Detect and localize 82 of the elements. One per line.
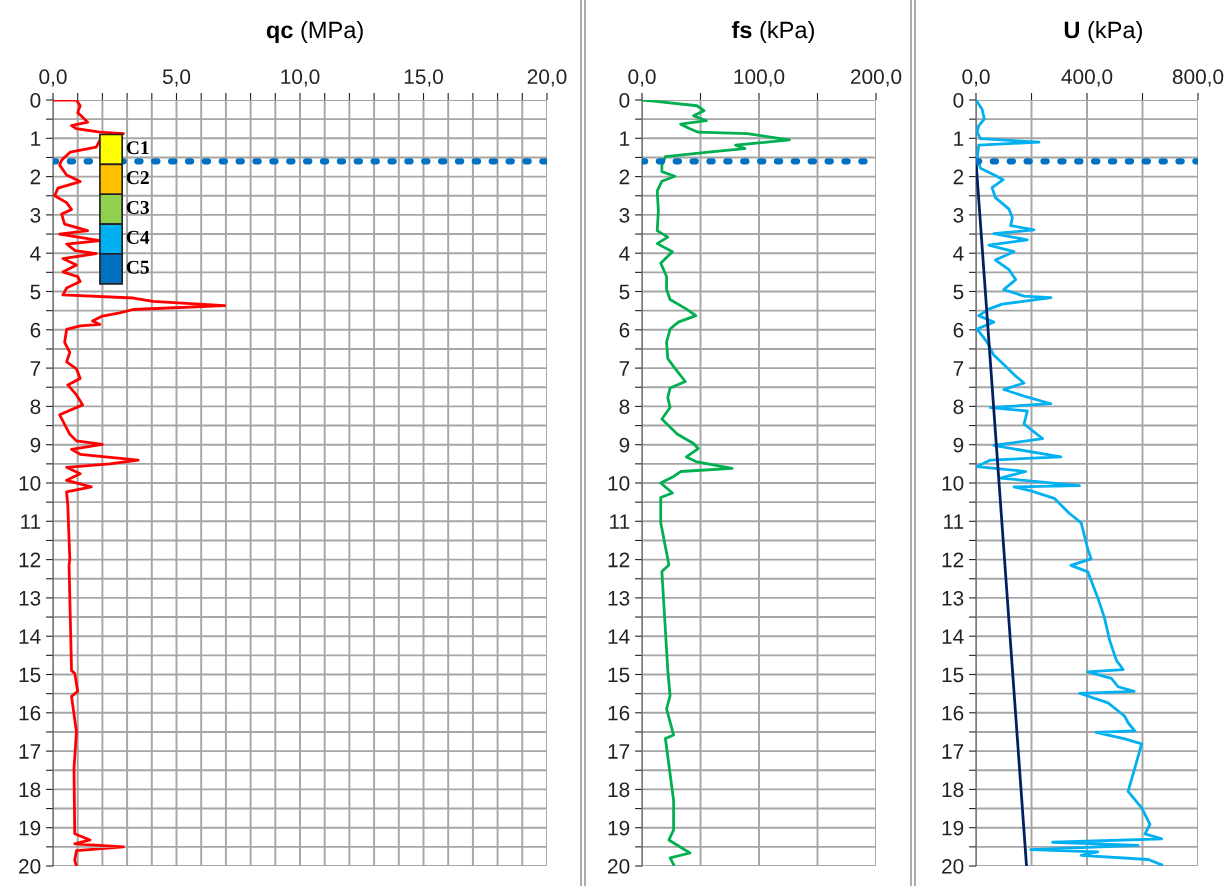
y-tick-label: 9 [953,437,964,453]
y-tick-label: 11 [610,514,630,529]
y-tick-label: 18 [942,782,964,798]
x-tick-label: 200,0 [850,69,902,87]
y-tick-label: 3 [619,207,630,223]
annotation: C4 [126,230,150,244]
y-tick-label: 17 [942,744,964,759]
y-tick-label: 19 [942,820,964,836]
chart-title: qc (MPa) [266,21,363,43]
x-tick-label: 0,0 [628,69,656,87]
y-tick-label: 8 [619,399,630,415]
x-tick-label: 0,0 [39,69,67,87]
y-tick-label: 1 [954,131,964,146]
x-tick-label: 100,0 [734,69,785,87]
y-tick-label: 12 [942,552,964,568]
y-tick-label: 19 [608,820,630,836]
annotation: C1 [126,141,149,155]
y-tick-label: 5 [953,284,964,300]
y-tick-label: 17 [19,744,41,759]
y-tick-label: 14 [19,629,41,644]
y-tick-label: 4 [30,246,41,261]
y-tick-label: 15 [19,667,41,683]
y-tick-label: 5 [30,284,41,300]
y-tick-label: 7 [619,361,630,376]
y-tick-label: 6 [30,322,41,338]
y-tick-label: 15 [942,667,964,683]
y-tick-label: 12 [608,552,630,568]
y-tick-label: 9 [619,437,630,453]
y-tick-label: 20 [19,859,41,874]
y-tick-label: 11 [944,514,964,529]
x-tick-label: 800,0 [1172,69,1224,87]
y-tick-label: 1 [31,131,41,146]
y-tick-label: 3 [30,207,41,223]
y-tick-label: 20 [608,859,630,874]
y-tick-label: 20 [942,859,964,874]
y-tick-label: 1 [620,131,630,146]
y-tick-label: 8 [30,399,41,415]
y-tick-label: 10 [942,476,964,491]
y-tick-label: 16 [608,705,630,721]
y-tick-label: 2 [30,169,41,185]
annotation: C5 [126,260,149,274]
y-tick-label: 15 [608,667,630,683]
y-tick-label: 16 [942,705,964,721]
y-tick-label: 13 [942,590,964,606]
chart-title: fs (kPa) [731,21,814,43]
y-tick-label: 4 [619,246,630,261]
y-tick-label: 13 [19,590,41,606]
x-tick-label: 10,0 [281,69,320,87]
y-tick-label: 14 [942,629,964,644]
y-tick-label: 0 [953,93,964,108]
y-tick-label: 17 [608,744,630,759]
y-tick-label: 11 [21,514,41,529]
y-tick-label: 6 [619,322,630,338]
x-tick-label: 15,0 [404,69,443,87]
x-tick-label: 400,0 [1061,69,1113,87]
y-tick-label: 18 [608,782,630,798]
y-tick-label: 4 [953,246,964,261]
y-tick-label: 7 [30,361,41,376]
y-tick-label: 10 [19,476,41,491]
annotation: C3 [126,200,149,215]
y-tick-label: 10 [608,476,630,491]
y-tick-label: 0 [619,93,630,108]
y-tick-label: 2 [619,169,630,185]
chart-title: U (kPa) [1064,21,1142,43]
y-tick-label: 14 [608,629,630,644]
y-tick-label: 12 [19,552,41,568]
y-tick-label: 7 [953,361,964,376]
y-tick-label: 19 [19,820,41,836]
y-tick-label: 6 [953,322,964,338]
y-tick-label: 5 [619,284,630,300]
y-tick-label: 8 [953,399,964,415]
y-tick-label: 9 [30,437,41,453]
x-tick-label: 5,0 [162,69,191,87]
y-tick-label: 13 [608,590,630,606]
x-tick-label: 20,0 [527,69,567,87]
y-tick-label: 18 [19,782,41,798]
y-tick-label: 3 [953,207,964,223]
y-tick-label: 2 [953,169,964,185]
y-tick-label: 0 [30,93,41,108]
y-tick-label: 16 [19,705,41,721]
annotation: C2 [126,171,149,185]
x-tick-label: 0,0 [962,69,990,87]
